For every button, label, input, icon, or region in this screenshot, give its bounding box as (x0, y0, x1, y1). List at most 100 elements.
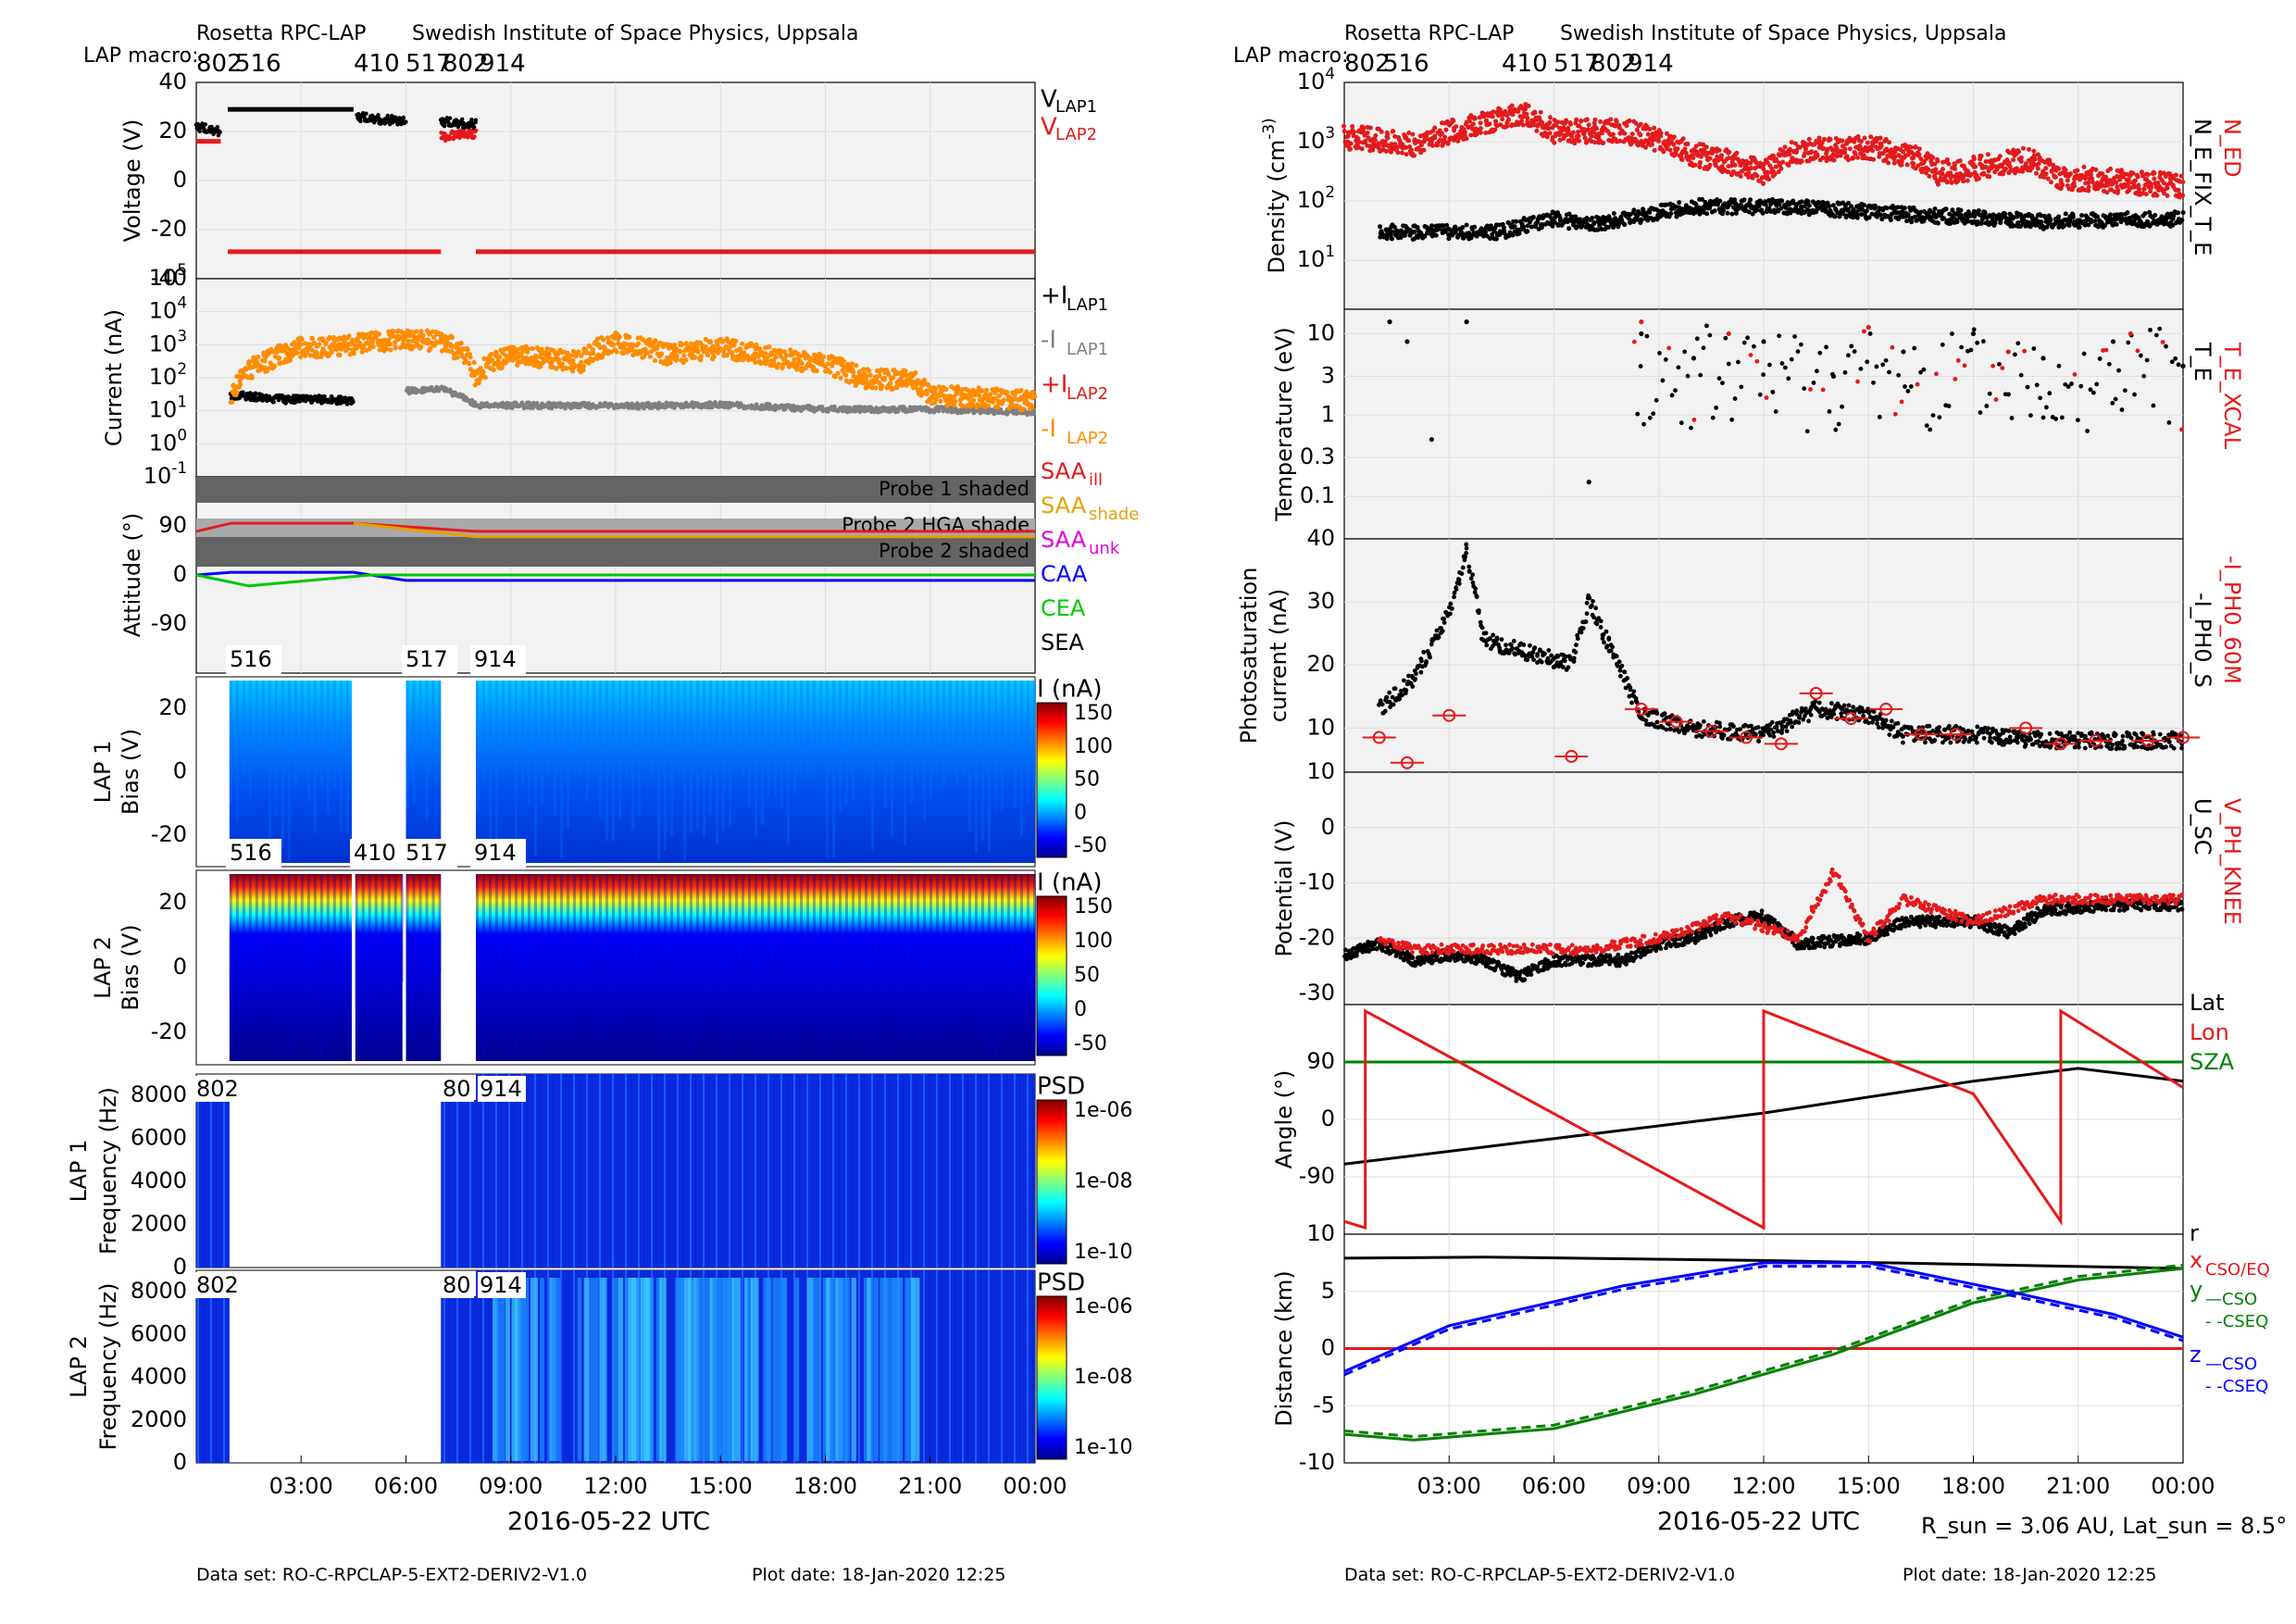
n-ed-point (1468, 132, 1474, 138)
v-lap1-point (200, 121, 205, 126)
i-minus-lap2-point (647, 337, 653, 343)
lap2-sweep-stripe (897, 874, 900, 973)
lap1-sweep-stripe (586, 681, 589, 801)
lap1-sweep-stripe (871, 681, 874, 850)
lap1-sweep-stripe (729, 681, 731, 828)
n-e-fix-point (1566, 226, 1572, 231)
lap2-sweep-stripe (742, 874, 744, 996)
n-e-fix-point (1639, 218, 1644, 223)
n-ed-point (1691, 155, 1696, 160)
lap1-sweep-colorbar-tick: 150 (1074, 702, 1113, 725)
lap2-sweep-stripe (612, 874, 615, 968)
n-ed-point (2148, 181, 2153, 187)
i-minus-lap2-point (773, 355, 779, 360)
i-minus-lap2-point (767, 344, 772, 350)
lap1-sweep-stripe (936, 681, 939, 777)
lap1-spectrum-block-2 (476, 1074, 1035, 1268)
lap2-sweep-stripe (884, 874, 887, 980)
lap1-sweep-colorbar-tick: 100 (1074, 735, 1113, 758)
n-ed-point (1432, 125, 1438, 131)
lap1-sweep-stripe (742, 681, 744, 776)
n-e-fix-point (1704, 211, 1710, 217)
n-ed-point (2093, 167, 2099, 172)
n-ed-point (1490, 114, 1495, 119)
n-ed-point (1478, 126, 1483, 131)
current-ytick: 104 (149, 294, 187, 324)
i-minus-lap2-point (230, 399, 235, 405)
i-plus-lap1-point (350, 399, 356, 405)
lap2-sweep-stripe (1014, 874, 1017, 955)
n-ed-point (1747, 166, 1753, 171)
lap2-sweep-stripe (988, 874, 991, 1054)
i-minus-lap2-point (455, 355, 460, 360)
n-ed-point (1532, 110, 1538, 116)
n-ed-point (1674, 147, 1679, 153)
current-ytick: 10-1 (144, 458, 187, 489)
n-e-fix-point (1613, 216, 1618, 221)
n-ed-point (1617, 138, 1623, 144)
lap2-sweep-stripe (709, 874, 712, 969)
n-e-fix-point (1622, 222, 1628, 228)
lap1-sweep-stripe (332, 681, 336, 788)
lap2-sweep-stripe (975, 874, 978, 975)
lap1-sweep-stripe (281, 681, 284, 849)
lap2-sweep-stripe (242, 874, 245, 950)
n-e-fix-point (1616, 224, 1621, 230)
n-ed-point (1373, 132, 1379, 138)
lap2-sweep-stripe (528, 874, 530, 958)
left-x-xtick-label: 15:00 (689, 1473, 753, 1499)
n-e-fix-point (1672, 205, 1678, 210)
n-ed-point (1429, 143, 1435, 148)
i-minus-lap2-point (985, 403, 991, 408)
left-instrument: Rosetta RPC-LAP (196, 22, 367, 45)
n-ed-point (2148, 189, 2153, 194)
current-ytick: 102 (149, 359, 187, 390)
lap1-sweep-stripe (261, 681, 265, 756)
i-minus-lap1-point (819, 404, 825, 409)
lap1-sweep-stripe (981, 681, 984, 842)
i-minus-lap2-point (627, 334, 632, 340)
i-minus-lap2-point (880, 383, 885, 389)
lap1-sweep-stripe (690, 681, 693, 833)
i-minus-lap2-point (387, 342, 393, 347)
lap2-sweep-stripe (547, 874, 550, 973)
n-ed-point (1526, 104, 1531, 109)
n-ed-point (1652, 147, 1657, 153)
n-ed-point (1766, 177, 1772, 182)
lap2-sweep-stripe (677, 874, 680, 1015)
lap1-spectrum-ytick: 8000 (131, 1081, 187, 1107)
lap1-sweep-stripe (476, 681, 479, 812)
n-ed-point (2086, 188, 2091, 194)
lap2-sweep-stripe (418, 874, 422, 1016)
lap2-spectrum-burst (772, 1278, 780, 1461)
n-ed-point (1858, 139, 1864, 144)
n-ed-point (1359, 146, 1365, 152)
lap1-spectrum-colorbar-label: PSD (1037, 1073, 1085, 1101)
left-macro-label: LAP macro: (83, 44, 199, 68)
lap1-sweep-stripe (593, 681, 595, 764)
left-macro-5: 914 (480, 50, 526, 78)
lap2-sweep-stripe (703, 874, 705, 971)
i-minus-lap2-point (467, 352, 473, 357)
lap2-sweep-stripe (293, 874, 297, 1047)
lap2-sweep-stripe (332, 874, 336, 1033)
i-minus-lap2-point (482, 375, 488, 381)
right-macro-5: 914 (1628, 50, 1674, 78)
n-ed-point (1957, 158, 1963, 164)
i-minus-lap2-point (635, 341, 642, 346)
voltage-ytick: -40 (151, 265, 187, 291)
n-ed-point (1809, 149, 1815, 155)
i-minus-lap2-point (317, 342, 322, 347)
n-ed-point (2173, 172, 2178, 178)
n-ed-point (1671, 142, 1677, 147)
lap1-spectrum-macro-label: 802 (196, 1076, 239, 1102)
lap2-sweep-macro-label: 517 (406, 840, 448, 866)
lap2-sweep-stripe (1027, 874, 1029, 983)
density-ytick: 101 (1297, 242, 1335, 272)
i-minus-lap2-point (237, 378, 243, 384)
n-ed-point (2035, 166, 2040, 171)
attitude-legend-sub-0: ill (1089, 470, 1103, 490)
lap2-sweep-stripe (567, 874, 569, 960)
lap2-sweep-stripe (387, 874, 391, 967)
n-ed-point (1971, 156, 1977, 162)
